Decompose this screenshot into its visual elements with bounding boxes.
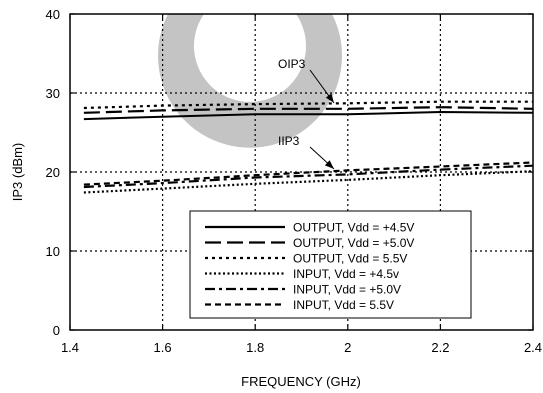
legend-label: OUTPUT, Vdd = +5.0V xyxy=(293,236,414,250)
x-tick-label: 1.6 xyxy=(154,340,172,355)
series-line-5 xyxy=(83,164,533,189)
watermark-logo xyxy=(157,14,343,148)
x-tick-label: 1.8 xyxy=(246,340,264,355)
x-tick-label: 2.4 xyxy=(524,340,542,355)
annotation-arrowhead xyxy=(325,93,334,103)
y-tick-label: 10 xyxy=(46,244,60,259)
x-axis-label: FREQUENCY (GHz) xyxy=(241,374,361,389)
y-axis-label: IP3 (dBm) xyxy=(10,143,25,202)
ticks: 1.4 1.6 1.8 2 2.2 2.4 0 10 20 30 40 xyxy=(46,7,543,355)
y-tick-label: 0 xyxy=(53,323,60,338)
legend-box xyxy=(189,210,472,319)
series-line-3 xyxy=(83,100,533,110)
series-line-6 xyxy=(83,161,533,186)
x-tick-label: 1.4 xyxy=(61,340,79,355)
annotation-label: OIP3 xyxy=(278,57,306,71)
legend-label: INPUT, Vdd = +5.0V xyxy=(293,283,401,297)
y-tick-label: 20 xyxy=(46,165,60,180)
y-tick-label: 40 xyxy=(46,7,60,22)
legend-label: INPUT, Vdd = 5.5V xyxy=(293,298,394,312)
x-tick-label: 2 xyxy=(344,340,351,355)
annotation-label: IIP3 xyxy=(278,134,300,148)
legend-label: OUTPUT, Vdd = +4.5V xyxy=(293,221,414,235)
annotations: OIP3 IIP3 xyxy=(278,57,335,170)
annotation-arrowhead xyxy=(324,160,334,169)
series-layer xyxy=(83,100,533,194)
series-line-1 xyxy=(83,110,533,121)
legend-label: INPUT, Vdd = +4.5v xyxy=(293,267,399,281)
legend-label: OUTPUT, Vdd = 5.5V xyxy=(293,252,407,266)
x-tick-label: 2.2 xyxy=(431,340,449,355)
y-tick-label: 30 xyxy=(46,86,60,101)
series-line-4 xyxy=(83,170,533,194)
